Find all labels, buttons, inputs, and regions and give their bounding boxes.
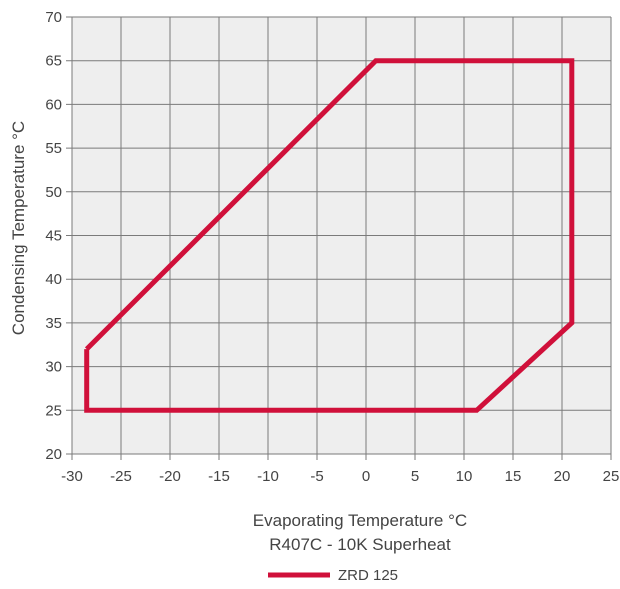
y-tick-label: 65 — [45, 53, 62, 70]
series-line-zrd-125 — [84, 58, 575, 413]
y-tick-label: 30 — [45, 359, 62, 376]
y-tick-label: 55 — [45, 140, 62, 157]
series-layer — [84, 58, 575, 413]
x-tick-labels: -30 -25 -20 -15 -10 -5 0 5 10 15 20 25 — [61, 468, 619, 485]
x-tick-label: -10 — [257, 468, 279, 485]
x-tick-label: -25 — [110, 468, 132, 485]
y-tick-label: 60 — [45, 96, 62, 113]
x-axis-title: Evaporating Temperature °C — [253, 511, 467, 530]
y-tick-label: 40 — [45, 271, 62, 288]
x-tick-label: -30 — [61, 468, 83, 485]
x-tick-label: 25 — [603, 468, 620, 485]
x-tick-label: -15 — [208, 468, 230, 485]
x-tick-label: 0 — [362, 468, 370, 485]
x-tick-label: -20 — [159, 468, 181, 485]
y-tick-labels: 20 25 30 35 40 45 50 55 60 65 70 — [45, 9, 62, 463]
y-tick-label: 50 — [45, 184, 62, 201]
x-tick-label: -5 — [310, 468, 323, 485]
y-axis-title: Condensing Temperature °C — [9, 121, 28, 335]
y-tick-label: 20 — [45, 446, 62, 463]
x-tick-label: 20 — [554, 468, 571, 485]
legend: ZRD 125 — [268, 567, 398, 584]
x-tick-label: 10 — [456, 468, 473, 485]
y-tick-label: 70 — [45, 9, 62, 26]
y-tick-label: 45 — [45, 228, 62, 245]
y-tick-label: 25 — [45, 402, 62, 419]
x-tick-label: 15 — [505, 468, 522, 485]
legend-label: ZRD 125 — [338, 567, 398, 584]
x-tick-label: 5 — [411, 468, 419, 485]
y-tick-label: 35 — [45, 315, 62, 332]
grid-lines — [66, 16, 612, 460]
x-axis-subtitle: R407C - 10K Superheat — [269, 535, 451, 554]
